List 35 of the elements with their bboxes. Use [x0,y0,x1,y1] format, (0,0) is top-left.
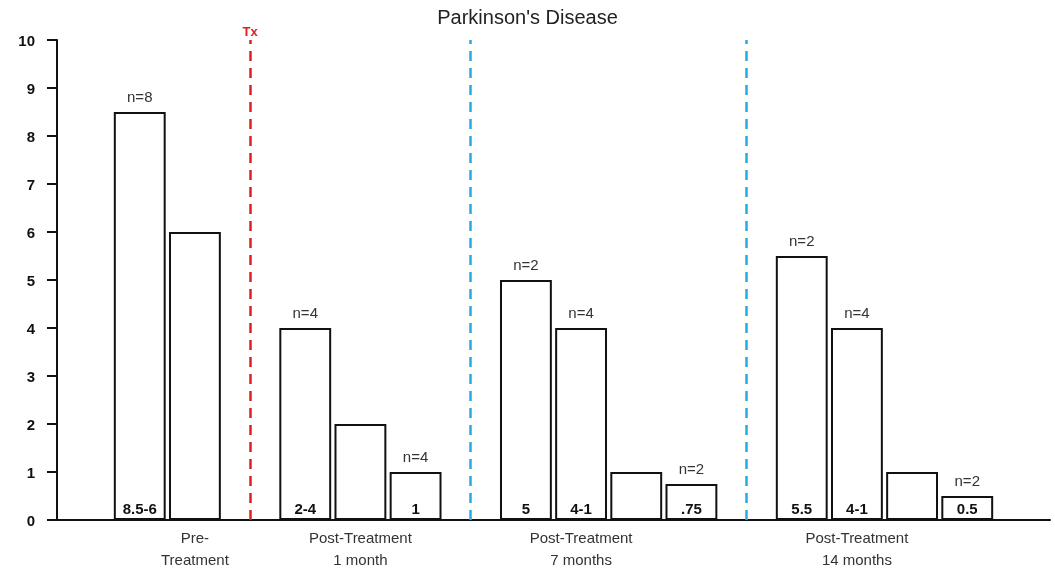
y-tick-label: 5 [26,271,35,289]
y-tick-label: 1 [26,463,35,481]
annotation: n=2 [513,256,539,273]
data-label: 8.5-6 [122,500,157,517]
data-label: 5 [521,500,531,517]
y-tick-label: 9 [26,79,35,97]
y-tick-label: 6 [26,223,35,241]
y-tick-label: 4 [26,319,36,337]
data-label: .75 [680,500,702,517]
y-tick-label: 3 [26,367,35,385]
annotation: n=4 [292,304,318,321]
chart-title: Parkinson's Disease [437,6,618,28]
x-tick-label: Post-Treatment 1 month [309,528,413,568]
text: Tx [242,24,259,39]
y-tick-label: 10 [18,31,35,49]
annotation: n=4 [402,448,429,465]
y-tick-label: 8 [26,127,35,145]
annotation: n=8 [127,88,153,105]
data-label: 5.5 [791,500,813,517]
x-tick-label: Pre- Treatment [161,528,230,568]
y-tick-label: 7 [26,175,35,193]
data-label: 4-1 [570,500,592,517]
annotation: n=4 [568,304,594,321]
annotation: n=2 [954,472,980,489]
y-tick-label: 2 [26,415,35,433]
annotation: n=2 [678,460,705,477]
y-tick-label: 0 [26,511,35,529]
data-label: 2-4 [294,500,317,517]
data-label: 4-1 [846,500,868,517]
x-tick-label: Post-Treatment 14 months [805,528,910,568]
x-tick-label: Post-Treatment 7 months [529,528,634,568]
data-label: 0.5 [956,500,978,517]
data-label: 1 [411,500,420,517]
annotation: n=2 [789,232,815,249]
annotation: n=4 [844,304,870,321]
